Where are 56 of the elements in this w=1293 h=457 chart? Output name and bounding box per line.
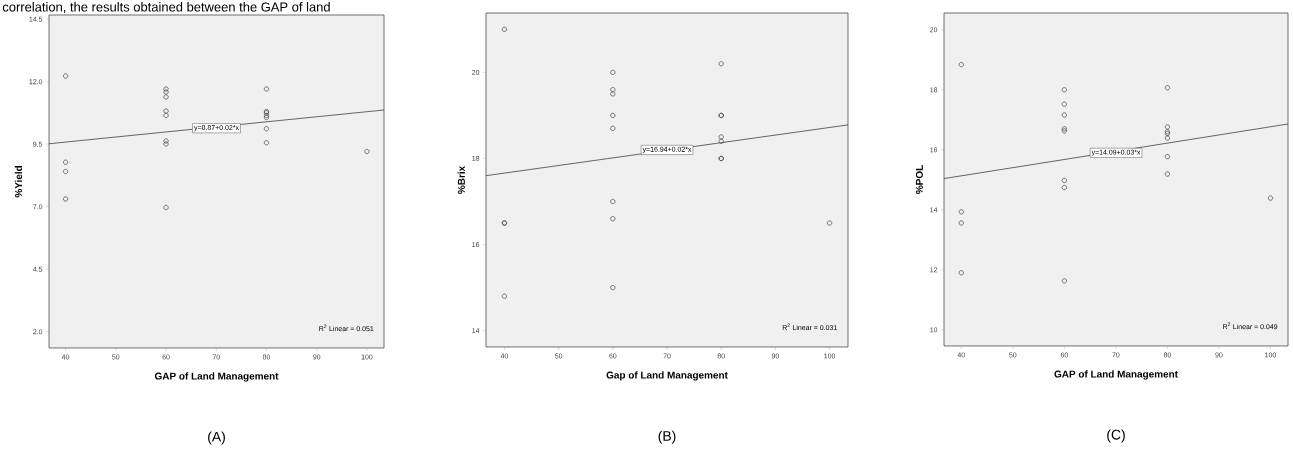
point	[610, 285, 616, 291]
point	[364, 148, 370, 155]
point	[958, 62, 964, 68]
point	[501, 293, 507, 299]
point	[63, 73, 69, 79]
point	[1164, 85, 1170, 91]
y-axis-title: %Yield	[14, 165, 23, 198]
point	[163, 89, 169, 95]
point	[1061, 177, 1067, 183]
y-axis-title: %Brix	[457, 165, 465, 194]
point	[718, 138, 724, 144]
point	[263, 86, 270, 92]
point	[1061, 112, 1067, 118]
x-axis-title: Gap of Land Management	[606, 371, 728, 381]
point	[1061, 87, 1067, 93]
point	[610, 198, 616, 205]
point	[718, 61, 724, 67]
x-axis-title: GAP of Land Management	[1054, 370, 1178, 380]
point	[1267, 195, 1274, 201]
point	[163, 86, 169, 92]
text: correlation, the results obtained between the GAP of land	[2, 2, 330, 14]
point	[827, 220, 833, 226]
point	[163, 108, 169, 114]
point	[958, 209, 964, 215]
point	[1061, 185, 1067, 191]
point	[718, 134, 724, 140]
point	[163, 94, 169, 100]
point	[610, 216, 616, 222]
point	[958, 220, 964, 226]
point	[958, 270, 964, 276]
text: (B)	[658, 430, 676, 444]
point	[263, 126, 270, 132]
point	[263, 140, 270, 146]
point	[1164, 124, 1170, 130]
point	[610, 91, 616, 97]
point	[1164, 154, 1170, 160]
text: (A)	[208, 431, 225, 445]
point	[501, 26, 507, 32]
point	[163, 204, 169, 211]
point	[63, 159, 69, 165]
point	[610, 125, 616, 131]
point	[163, 138, 169, 144]
point	[1061, 101, 1067, 107]
point	[163, 112, 169, 119]
point	[63, 168, 69, 175]
y-axis-title: %POL	[915, 165, 923, 194]
text: (C)	[1107, 429, 1125, 443]
point	[610, 112, 616, 118]
point	[1164, 135, 1170, 141]
point	[163, 141, 169, 147]
point	[63, 196, 69, 202]
point	[610, 87, 616, 93]
point	[1164, 171, 1170, 177]
point	[610, 69, 616, 75]
x-axis-title: GAP of Land Management	[154, 372, 279, 382]
point	[1061, 278, 1067, 284]
